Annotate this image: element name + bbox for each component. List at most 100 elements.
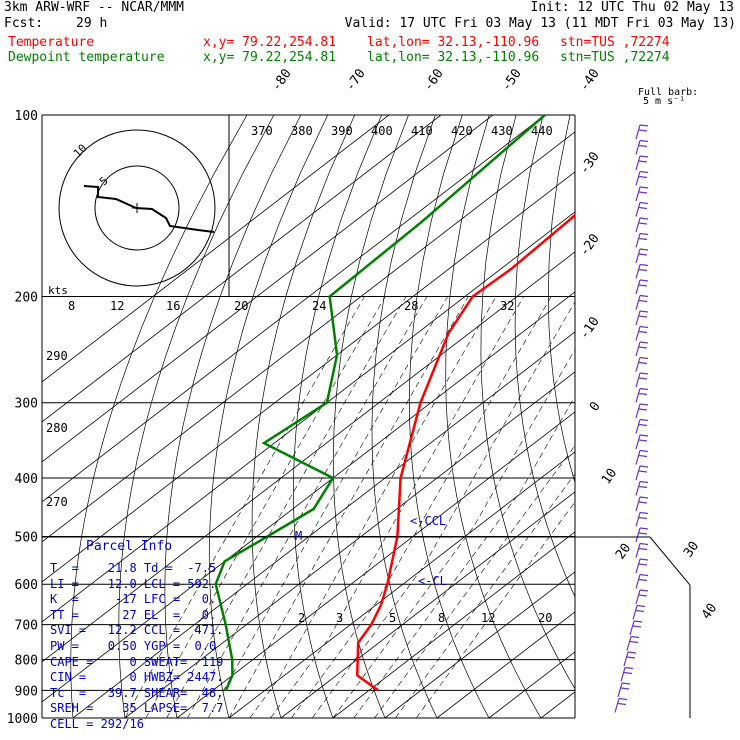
dry-adiabat xyxy=(731,115,740,718)
wind-barb xyxy=(626,636,632,651)
wind-barb xyxy=(638,532,648,535)
isotherm-label: -80 xyxy=(269,66,295,94)
wind-barb xyxy=(635,217,641,233)
wind-barb xyxy=(621,682,631,685)
wind-barb xyxy=(627,651,637,654)
wind-barb xyxy=(635,465,641,481)
parcel-info-row: T = 21.8 Td = -7.5 xyxy=(50,561,217,575)
legend-dewpoint-stn: stn=TUS ,72274 xyxy=(560,50,670,65)
isotherm-line xyxy=(42,131,575,543)
wind-barb xyxy=(639,155,649,158)
wind-barb xyxy=(639,325,649,329)
wind-barb xyxy=(635,403,641,419)
wind-barb xyxy=(623,651,629,667)
wind-barb xyxy=(639,294,649,298)
mixing-ratio-label: 8 xyxy=(438,611,445,625)
parcel-info-row: K = -17 LFC = 0. xyxy=(50,592,217,607)
wind-barb xyxy=(639,186,649,189)
isotherm-label: 30 xyxy=(681,539,702,560)
mixing-ratio-label: 3 xyxy=(336,611,343,625)
isotherm-line xyxy=(42,115,390,383)
ccl-marker: <-CCL xyxy=(410,514,446,528)
wind-barb xyxy=(639,341,649,344)
dry-adiabat xyxy=(643,115,740,718)
hodograph-ring xyxy=(58,129,216,287)
wind-barb xyxy=(638,594,648,597)
moist-adiabat xyxy=(415,501,575,718)
isotherm-line xyxy=(42,115,546,503)
wind-barb xyxy=(632,625,642,628)
wind-barb xyxy=(638,160,648,163)
wind-barb xyxy=(635,186,641,202)
pressure-tick-label: 500 xyxy=(15,530,38,545)
wind-barb xyxy=(635,543,641,558)
wind-barb xyxy=(635,527,641,543)
wind-barb xyxy=(635,496,641,512)
theta-label: 290 xyxy=(46,349,68,363)
wind-barb xyxy=(635,202,641,217)
wind-barb xyxy=(635,481,641,496)
parcel-info-row: TT = 27 EL = 0. xyxy=(50,607,217,622)
wind-barb xyxy=(623,671,633,675)
isotherm-line xyxy=(280,491,575,718)
mixing-ratio-label: 20 xyxy=(538,611,552,625)
wind-barb xyxy=(638,346,648,349)
theta-label: 430 xyxy=(491,124,513,138)
isotherm-line xyxy=(42,211,575,623)
wind-barb xyxy=(639,527,649,530)
isotherm-line xyxy=(42,291,575,703)
pressure-tick-label: 800 xyxy=(15,654,38,669)
wind-barb xyxy=(635,574,641,589)
hodograph-units: kts xyxy=(48,284,68,297)
parcel-info-row: SREH = 35 LAPSE= 7.7 xyxy=(50,701,224,716)
wind-barb xyxy=(638,253,648,256)
isotherm-label: 0 xyxy=(587,399,604,414)
isotherm-label: 20 xyxy=(613,541,634,562)
wind-barb xyxy=(639,418,649,422)
mixing-ratio-label: 28 xyxy=(404,299,418,313)
wind-barb xyxy=(635,264,641,279)
parcel-info-row: CAPE = 0 SWEAT= 119 xyxy=(50,654,224,669)
mixing-ratio-label: 12 xyxy=(110,299,124,313)
parcel-info-row: LI = 12.0 LCL = 592. xyxy=(50,576,217,591)
legend-temperature-stn: stn=TUS ,72274 xyxy=(560,35,670,50)
dry-adiabat xyxy=(293,115,382,718)
wind-barb xyxy=(635,434,641,450)
mixing-ratio-label: 8 xyxy=(68,299,75,313)
wind-barb xyxy=(635,326,641,341)
hodograph-ring xyxy=(94,165,180,251)
theta-label: 370 xyxy=(251,124,273,138)
pressure-tick-label: 700 xyxy=(15,619,38,634)
mixing-ratio-label: 12 xyxy=(481,611,495,625)
dry-adiabat xyxy=(332,115,409,718)
wind-barb xyxy=(639,387,649,391)
wind-barb xyxy=(638,392,648,396)
wind-barb xyxy=(639,310,649,313)
dry-adiabat xyxy=(445,115,542,718)
wind-barb xyxy=(639,480,649,484)
moist-adiabat xyxy=(270,296,525,718)
wind-barb xyxy=(638,315,648,318)
isotherm-label: 40 xyxy=(699,601,720,622)
wind-barb xyxy=(629,640,639,644)
parcel-info-row: PW = 0.50 YGP = 0.0 xyxy=(50,639,217,653)
parcel-info-row: Tc = 39.7 SHEAR= 48. xyxy=(50,685,224,700)
wind-barb xyxy=(638,578,648,582)
wind-barb xyxy=(620,667,626,682)
pressure-tick-label: 400 xyxy=(15,472,38,487)
wind-barb xyxy=(638,299,648,303)
hodograph-trace xyxy=(83,185,215,233)
moist-adiabat xyxy=(332,349,575,718)
full-barb-label: Full barb: xyxy=(638,87,698,98)
wind-barb xyxy=(638,439,648,442)
wind-barb xyxy=(635,171,641,186)
mixing-ratio-label: 16 xyxy=(166,299,180,313)
legend-dewpoint-xy: x,y= 79.22,254.81 xyxy=(203,50,337,65)
wind-barb xyxy=(632,605,638,620)
wind-barb xyxy=(617,682,623,698)
wind-barb xyxy=(639,542,649,546)
wind-barb xyxy=(638,516,648,520)
wind-barb xyxy=(638,191,648,194)
dewpoint-trace xyxy=(214,115,546,691)
